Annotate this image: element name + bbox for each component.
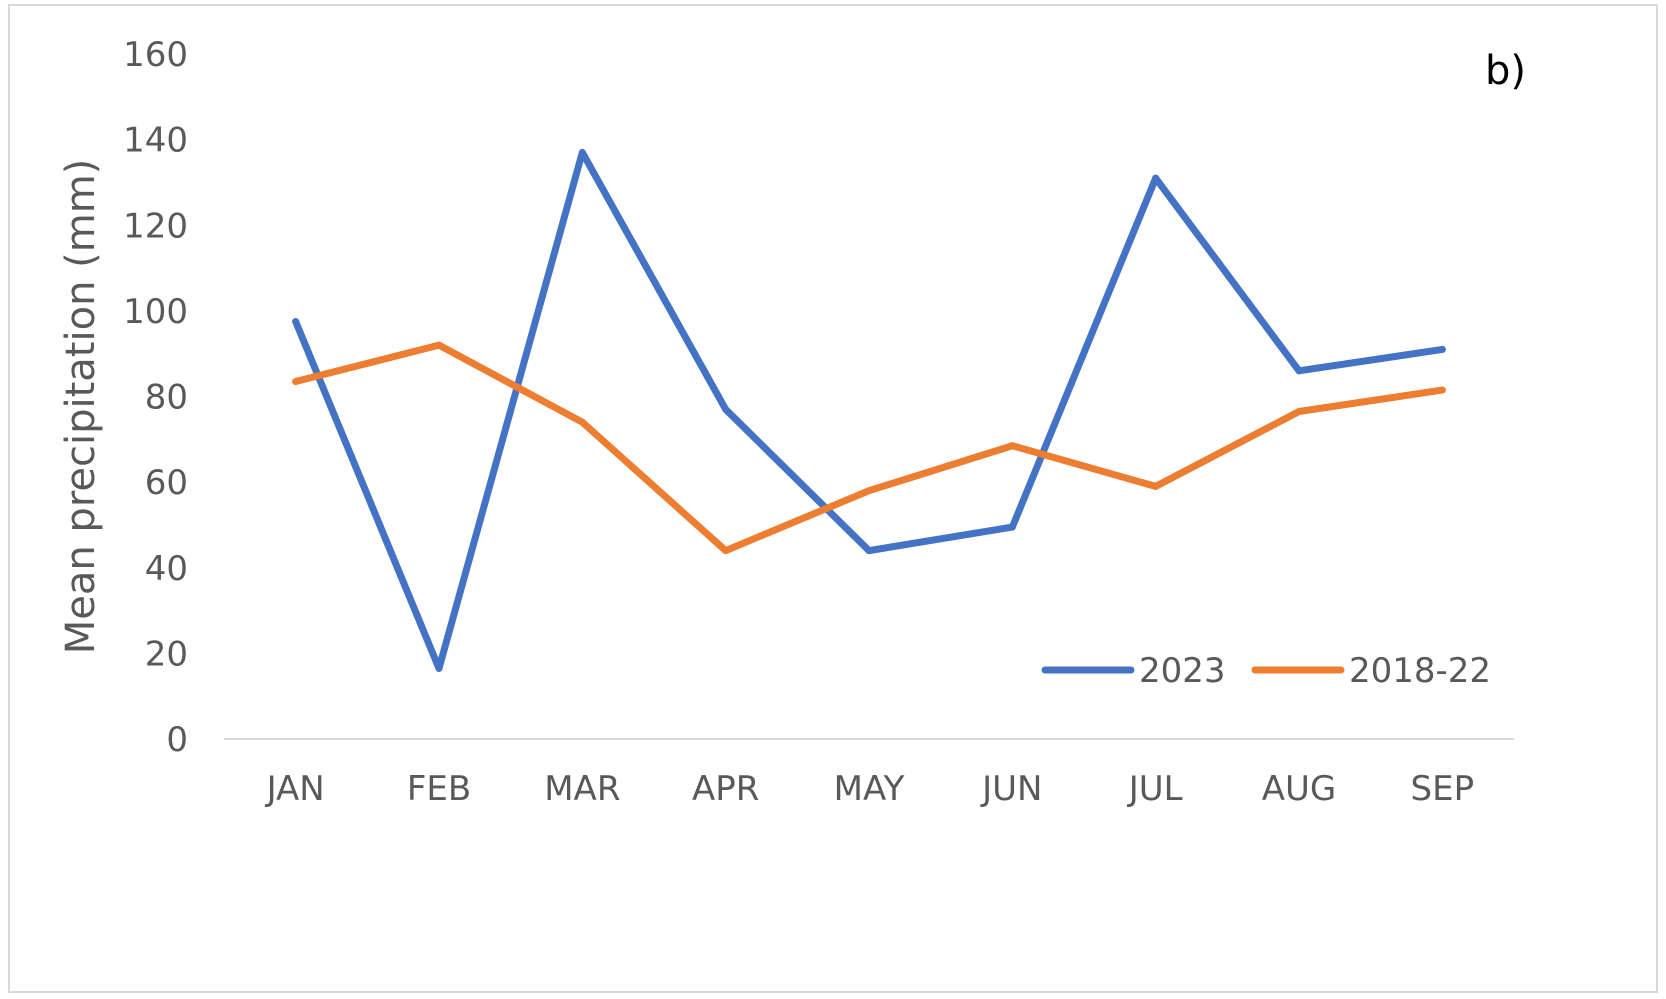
chart-frame: 0 20 40 60 80 100 120 140 160 JAN FEB MAR APR MAY JUN…: [8, 4, 1658, 993]
y-axis-ticks: 0 20 40 60 80 100 120 140 160: [123, 35, 188, 760]
data-point: [578, 148, 586, 156]
y-tick-label: 0: [166, 720, 188, 760]
data-point: [1438, 345, 1446, 353]
x-axis-ticks: JAN FEB MAR APR MAY JUN JUL AUG SEP: [265, 769, 1475, 809]
y-tick-label: 80: [145, 378, 188, 418]
data-point: [578, 418, 586, 426]
line-chart: 0 20 40 60 80 100 120 140 160 JAN FEB MAR APR MAY JUN…: [58, 35, 1526, 809]
data-point: [722, 405, 730, 413]
data-point: [435, 664, 443, 672]
data-point: [435, 341, 443, 349]
data-point: [292, 318, 300, 326]
x-tick-label: JUL: [1127, 769, 1183, 809]
y-tick-label: 160: [123, 35, 188, 75]
x-tick-label: JAN: [265, 769, 325, 809]
series-group: [292, 148, 1446, 672]
data-point: [292, 378, 300, 386]
x-tick-label: MAR: [544, 769, 620, 809]
y-tick-label: 20: [145, 634, 188, 674]
data-point: [1008, 523, 1016, 531]
data-point: [1438, 386, 1446, 394]
data-point: [1008, 442, 1016, 450]
series-line-1: [292, 341, 1446, 555]
data-point: [1152, 482, 1160, 490]
x-tick-label: FEB: [407, 769, 471, 809]
y-tick-label: 140: [123, 121, 188, 161]
x-tick-label: MAY: [834, 769, 905, 809]
y-axis-title: Mean precipitation (mm): [58, 159, 104, 655]
y-tick-label: 120: [123, 206, 188, 246]
legend: 2023 2018-22: [1041, 651, 1491, 691]
x-tick-label: AUG: [1262, 769, 1337, 809]
y-tick-label: 60: [145, 463, 188, 503]
data-point: [865, 487, 873, 495]
y-tick-label: 100: [123, 292, 188, 332]
x-tick-label: SEP: [1411, 769, 1475, 809]
data-point: [722, 547, 730, 555]
data-point: [1295, 367, 1303, 375]
x-tick-label: APR: [692, 769, 759, 809]
data-point: [1152, 174, 1160, 182]
panel-label: b): [1485, 48, 1526, 94]
data-point: [1295, 407, 1303, 415]
legend-label-1: 2018-22: [1349, 651, 1491, 691]
data-point: [865, 547, 873, 555]
x-tick-label: JUN: [980, 769, 1042, 809]
series-line-0: [292, 148, 1446, 672]
y-tick-label: 40: [145, 549, 188, 589]
legend-label-0: 2023: [1139, 651, 1226, 691]
